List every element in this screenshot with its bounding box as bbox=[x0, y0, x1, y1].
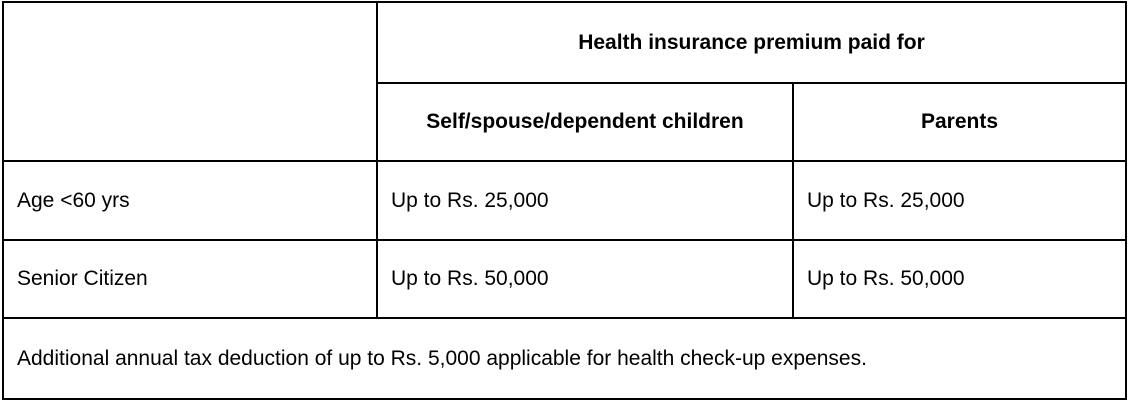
cell-self: Up to Rs. 25,000 bbox=[391, 188, 549, 212]
row-divider-2 bbox=[2, 317, 1127, 319]
column-header-parents: Parents bbox=[920, 110, 999, 133]
table-border-right bbox=[1125, 1, 1127, 400]
table-border-top bbox=[2, 1, 1127, 3]
row-divider-header bbox=[2, 160, 1127, 162]
column-divider-2 bbox=[792, 82, 794, 319]
table-border-left bbox=[2, 1, 4, 400]
cell-parents: Up to Rs. 50,000 bbox=[807, 267, 965, 290]
row-divider-group bbox=[376, 82, 1127, 84]
table-border-bottom bbox=[2, 398, 1127, 400]
cell-parents: Up to Rs. 25,000 bbox=[807, 188, 965, 212]
column-header-self: Self/spouse/dependent children bbox=[426, 110, 744, 133]
row-label: Age <60 yrs bbox=[17, 188, 130, 212]
row-label: Senior Citizen bbox=[17, 267, 148, 290]
footnote: Additional annual tax deduction of up to… bbox=[17, 346, 867, 370]
cell-self: Up to Rs. 50,000 bbox=[391, 267, 549, 290]
group-header: Health insurance premium paid for bbox=[578, 30, 925, 54]
row-divider-1 bbox=[2, 239, 1127, 241]
